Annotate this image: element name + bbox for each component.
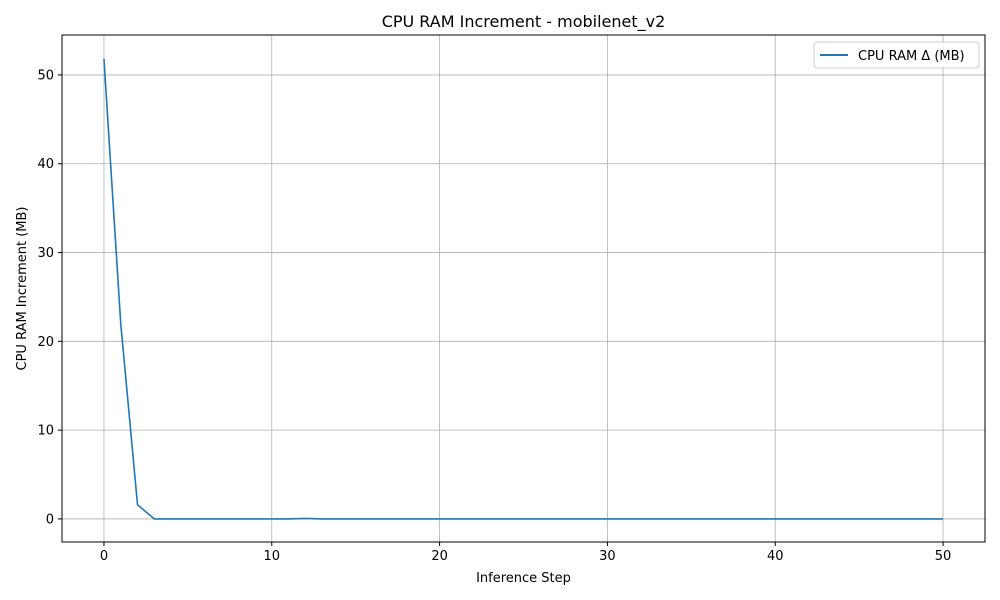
x-tick-label: 10 — [263, 549, 280, 564]
x-tick-label: 20 — [431, 549, 448, 564]
x-axis-label: Inference Step — [476, 571, 571, 586]
series-line — [103, 58, 944, 520]
chart-title: CPU RAM Increment - mobilenet_v2 — [382, 12, 666, 32]
y-tick-label: 0 — [46, 512, 54, 527]
plot-area-frame — [61, 34, 986, 543]
legend-box — [813, 41, 980, 69]
y-tick-label: 50 — [37, 68, 54, 83]
y-tick-label: 10 — [37, 424, 54, 439]
y-tick-label: 20 — [37, 335, 54, 350]
x-tick-label: 0 — [100, 549, 108, 564]
x-tick-label: 50 — [935, 549, 952, 564]
y-tick-label: 30 — [37, 246, 54, 261]
legend: CPU RAM Δ (MB) — [813, 41, 980, 69]
y-tick-label: 40 — [37, 157, 54, 172]
x-tick-label: 40 — [767, 549, 784, 564]
axis-ticks: 0 10 20 30 40 50 0 10 20 30 40 50 — [37, 68, 951, 564]
legend-label: CPU RAM Δ (MB) — [858, 49, 965, 64]
series-lines — [103, 58, 944, 520]
y-axis-label: CPU RAM Increment (MB) — [15, 207, 30, 371]
x-tick-label: 30 — [599, 549, 616, 564]
